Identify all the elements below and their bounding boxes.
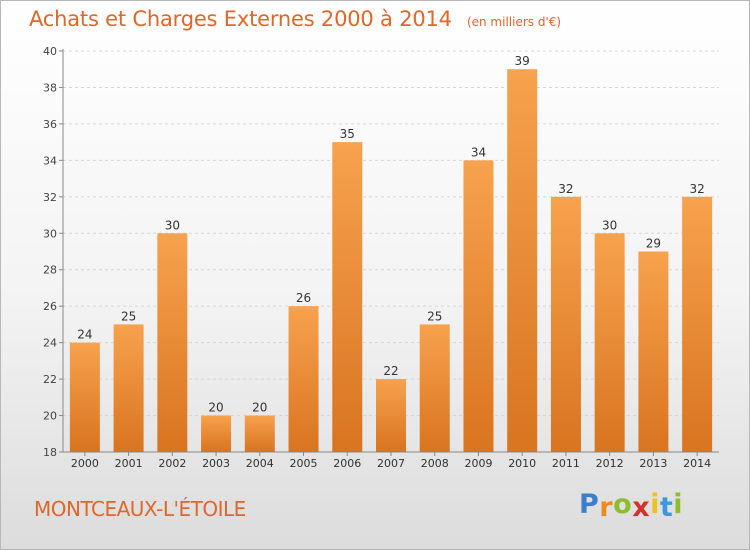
bar-2003 [201,415,232,452]
y-tick-label: 20 [43,410,57,423]
y-tick-label: 36 [43,118,57,131]
bar-2007 [376,379,406,452]
x-tick-label: 2007 [377,457,405,470]
bar-2008 [419,324,450,452]
bar-2014 [682,196,713,452]
brand-letter: o [613,489,633,520]
data-label-2003: 20 [208,401,223,415]
y-tick-label: 26 [43,300,57,313]
data-label-2002: 30 [165,218,180,232]
brand-letter: r [599,492,614,523]
data-label-2011: 32 [558,182,573,196]
chart-title: Achats et Charges Externes 2000 à 2014 [29,7,452,31]
chart-subtitle: (en milliers d'€) [466,15,562,29]
bar-2013 [638,251,669,452]
x-tick-label: 2005 [290,457,318,470]
bar-2002 [157,233,188,452]
brand-letter: i [673,489,684,520]
x-tick-label: 2012 [596,457,624,470]
x-tick-label: 2000 [71,457,99,470]
bar-2006 [332,142,363,453]
x-tick-label: 2011 [552,457,580,470]
y-tick-label: 32 [43,191,57,204]
data-label-2009: 34 [471,145,486,159]
brand-letter: x [632,492,651,523]
x-tick-label: 2006 [333,457,361,470]
data-label-2006: 35 [340,127,355,141]
data-label-2010: 39 [515,54,530,68]
x-tick-label: 2014 [683,457,711,470]
data-label-2004: 20 [252,401,267,415]
y-tick-label: 38 [43,81,57,94]
data-label-2001: 25 [121,309,136,323]
brand-logo: Proxiti [579,489,684,523]
data-labels: 24 25 30 20 20 26 35 22 25 34 39 32 30 29 32 [77,54,705,414]
y-tick-label: 40 [43,45,57,58]
bar-2012 [594,233,625,452]
x-tick-label: 2002 [158,457,186,470]
x-tick-label: 2004 [246,457,274,470]
y-tick-label: 30 [43,227,57,240]
data-label-2000: 24 [77,328,92,342]
x-tick-label: 2008 [421,457,449,470]
x-tick-label: 2003 [202,457,230,470]
axes: 18 20 22 24 26 28 30 32 34 36 38 40 2000 2001 2002 2003… [43,45,719,470]
brand-letter: t [659,492,674,523]
y-tick-label: 34 [43,154,57,167]
bar-2010 [507,69,538,453]
data-label-2012: 30 [602,218,617,232]
y-tick-label: 28 [43,264,57,277]
chart-title-block: Achats et Charges Externes 2000 à 2014 (… [29,7,561,31]
x-tick-label: 2013 [639,457,667,470]
y-tick-label: 22 [43,373,57,386]
y-tick-label: 24 [43,337,57,350]
bar-2001 [113,324,144,452]
brand-letter: P [579,489,600,520]
data-label-2005: 26 [296,291,311,305]
x-tick-label: 2001 [115,457,143,470]
y-tick-label: 18 [43,446,57,459]
data-label-2013: 29 [646,237,661,251]
bar-2011 [550,196,581,452]
bar-2009 [463,160,494,452]
bars [69,69,713,453]
data-label-2008: 25 [427,309,442,323]
x-tick-label: 2009 [464,457,492,470]
bar-2005 [288,306,319,452]
data-label-2007: 22 [383,364,398,378]
bar-2000 [69,342,100,452]
x-tick-label: 2010 [508,457,536,470]
location-name: MONTCEAUX-L'ÉTOILE [34,497,246,521]
brand-letter: i [650,489,660,520]
data-label-2014: 32 [689,182,704,196]
bar-2004 [244,415,275,452]
